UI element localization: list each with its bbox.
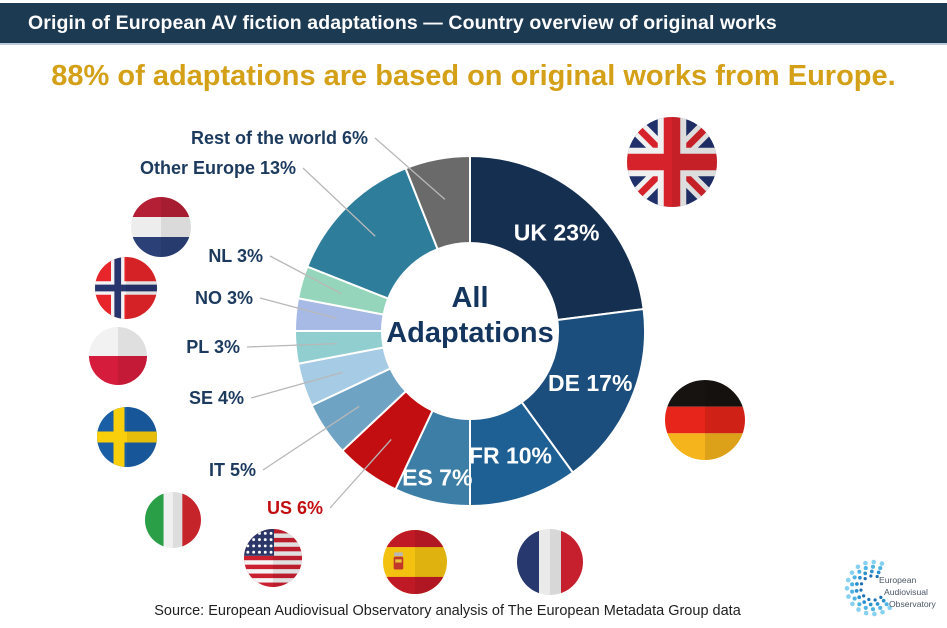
leader-line	[250, 371, 343, 399]
slice-label-outside: Other Europe 13%	[140, 158, 296, 178]
center-label-line2: Adaptations	[386, 317, 554, 349]
donut-center-label: All Adaptations	[340, 281, 600, 351]
logo-text-line2: Audiovisual	[884, 587, 928, 597]
header-bar: Origin of European AV fiction adaptation…	[0, 3, 947, 45]
leader-line	[246, 342, 337, 348]
italy-flag-icon	[145, 492, 201, 548]
slice-label-inside: DE 17%	[548, 370, 632, 396]
slice-label-outside: IT 5%	[209, 460, 256, 480]
page-title: Origin of European AV fiction adaptation…	[28, 12, 777, 34]
logo-text-line3: Observatory	[889, 599, 937, 609]
source-text: Source: European Audiovisual Observatory…	[154, 603, 741, 619]
netherlands-flag-icon	[131, 197, 191, 257]
slice-label-outside: NL 3%	[208, 246, 263, 266]
sweden-flag-icon	[97, 407, 157, 467]
logo-dot-spiral	[844, 559, 893, 617]
pie-slice-uk	[469, 155, 645, 321]
center-label-line1: All	[451, 282, 489, 314]
germany-flag-icon	[665, 380, 745, 460]
slice-label-inside: ES 7%	[402, 464, 472, 490]
spain-flag-icon	[383, 530, 447, 594]
norway-flag-icon	[95, 257, 157, 319]
leader-line	[259, 297, 337, 320]
observatory-logo: European Audiovisual Observatory	[843, 550, 947, 625]
slice-label-outside: SE 4%	[189, 388, 244, 408]
slice-label-outside: NO 3%	[195, 288, 253, 308]
leader-line	[329, 438, 392, 509]
slice-label-outside: Rest of the world 6%	[191, 128, 368, 148]
leader-line	[374, 137, 446, 200]
slice-label-outside: PL 3%	[186, 337, 240, 357]
slice-label-outside: US 6%	[267, 498, 323, 518]
france-flag-icon	[517, 529, 583, 595]
slice-label-inside: UK 23%	[514, 220, 600, 246]
uk-flag-icon	[627, 117, 717, 207]
logo-text-line1: European	[879, 575, 916, 585]
us-flag-icon	[244, 529, 302, 587]
leader-line	[302, 167, 376, 237]
poland-flag-icon	[89, 327, 147, 385]
slice-label-inside: FR 10%	[469, 443, 552, 469]
key-finding-subtitle: 88% of adaptations are based on original…	[51, 60, 896, 92]
leader-line	[269, 255, 342, 295]
leader-line	[262, 405, 360, 471]
